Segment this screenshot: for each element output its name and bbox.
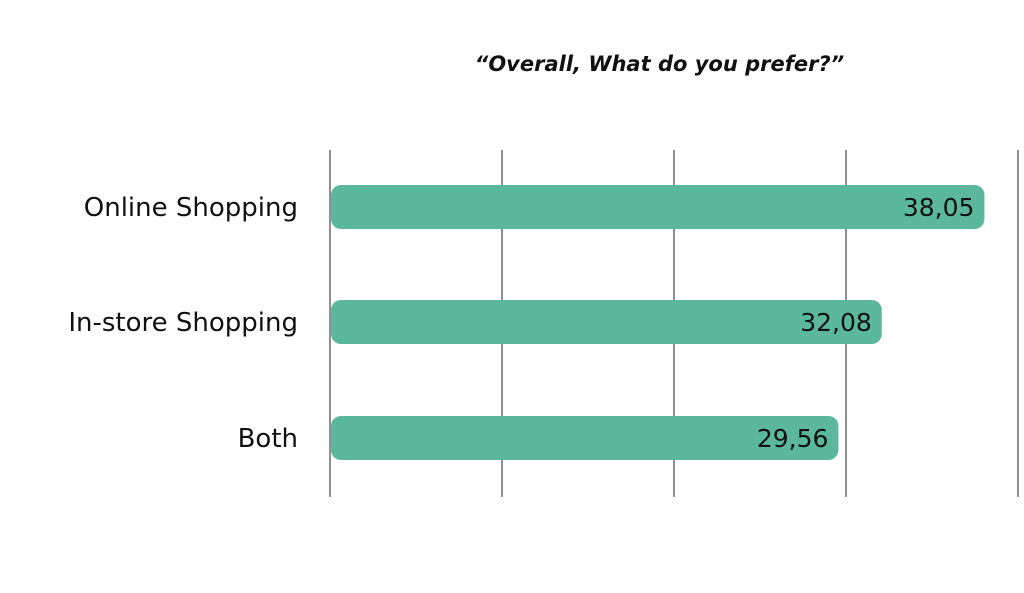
- category-label: Online Shopping: [84, 193, 298, 223]
- data-label: 29,56: [757, 424, 829, 453]
- labels: 38,05 Online Shopping 32,08 In-store Shoppi…: [68, 193, 974, 454]
- chart-title: “Overall, What do you prefer?”: [474, 52, 845, 76]
- category-label: Both: [238, 424, 298, 454]
- bar: [331, 185, 985, 229]
- data-label: 32,08: [800, 308, 872, 337]
- bars: [331, 185, 985, 460]
- bar: [331, 416, 839, 460]
- category-label: In-store Shopping: [68, 308, 298, 338]
- data-label: 38,05: [903, 193, 975, 222]
- bar: [331, 300, 882, 344]
